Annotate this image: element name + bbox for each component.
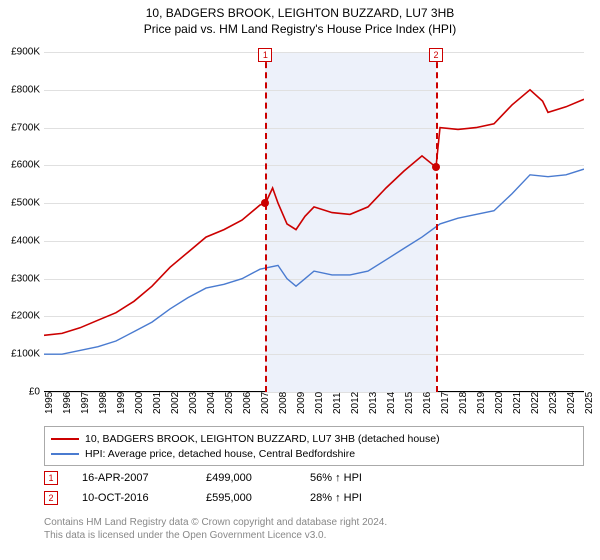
x-axis-label: 2011 (332, 392, 343, 414)
legend-box: 10, BADGERS BROOK, LEIGHTON BUZZARD, LU7… (44, 426, 584, 466)
y-axis-label: £800K (0, 84, 40, 95)
event-marker: 2 (429, 48, 443, 62)
y-axis-label: £200K (0, 311, 40, 322)
y-axis-label: £900K (0, 47, 40, 58)
x-axis-label: 2005 (224, 392, 235, 414)
x-axis-label: 2007 (260, 392, 271, 414)
x-axis-label: 2008 (278, 392, 289, 414)
footer-line: Contains HM Land Registry data © Crown c… (44, 516, 584, 529)
x-axis-label: 2000 (134, 392, 145, 414)
x-axis-label: 2003 (188, 392, 199, 414)
x-axis-label: 2021 (512, 392, 523, 414)
x-axis-label: 2004 (206, 392, 217, 414)
sale-price: £499,000 (206, 472, 286, 484)
footer-attribution: Contains HM Land Registry data © Crown c… (44, 516, 584, 542)
x-axis-label: 2022 (530, 392, 541, 414)
sale-date: 10-OCT-2016 (82, 492, 182, 504)
x-axis-label: 2001 (152, 392, 163, 414)
series-line (44, 169, 584, 354)
x-axis-label: 2013 (368, 392, 379, 414)
x-axis-label: 1996 (62, 392, 73, 414)
x-axis-label: 2006 (242, 392, 253, 414)
x-axis-label: 2020 (494, 392, 505, 414)
x-axis-label: 2023 (548, 392, 559, 414)
x-axis-label: 1998 (98, 392, 109, 414)
x-axis-label: 1995 (44, 392, 55, 414)
sale-delta: 28% ↑ HPI (310, 492, 362, 504)
legend-swatch (51, 438, 79, 440)
chart-container: 10, BADGERS BROOK, LEIGHTON BUZZARD, LU7… (0, 0, 600, 560)
x-axis-label: 2019 (476, 392, 487, 414)
sale-delta: 56% ↑ HPI (310, 472, 362, 484)
y-axis-label: £400K (0, 235, 40, 246)
event-vline (436, 52, 438, 392)
y-axis-label: £700K (0, 122, 40, 133)
y-axis-label: £600K (0, 160, 40, 171)
footer-line: This data is licensed under the Open Gov… (44, 529, 584, 542)
y-axis-label: £0 (0, 387, 40, 398)
x-axis-label: 2018 (458, 392, 469, 414)
legend-row: HPI: Average price, detached house, Cent… (51, 446, 577, 461)
sale-row: 2 10-OCT-2016 £595,000 28% ↑ HPI (44, 488, 584, 508)
x-axis-label: 2024 (566, 392, 577, 414)
event-marker: 1 (258, 48, 272, 62)
x-axis-label: 2010 (314, 392, 325, 414)
y-axis-label: £100K (0, 349, 40, 360)
sale-date: 16-APR-2007 (82, 472, 182, 484)
x-axis-label: 2012 (350, 392, 361, 414)
sales-table: 1 16-APR-2007 £499,000 56% ↑ HPI 2 10-OC… (44, 468, 584, 508)
chart-subtitle: Price paid vs. HM Land Registry's House … (0, 20, 600, 36)
series-line (44, 90, 584, 335)
event-vline (265, 52, 267, 392)
sale-row: 1 16-APR-2007 £499,000 56% ↑ HPI (44, 468, 584, 488)
sale-price: £595,000 (206, 492, 286, 504)
legend-swatch (51, 453, 79, 455)
x-axis-label: 1999 (116, 392, 127, 414)
y-axis-label: £500K (0, 198, 40, 209)
x-axis-label: 2015 (404, 392, 415, 414)
event-dot (432, 163, 440, 171)
sale-marker: 1 (44, 471, 58, 485)
x-axis-label: 2014 (386, 392, 397, 414)
legend-row: 10, BADGERS BROOK, LEIGHTON BUZZARD, LU7… (51, 431, 577, 446)
x-axis-label: 2002 (170, 392, 181, 414)
chart-plot-area: £0£100K£200K£300K£400K£500K£600K£700K£80… (44, 52, 584, 392)
legend-label: HPI: Average price, detached house, Cent… (85, 448, 355, 460)
x-axis-label: 2017 (440, 392, 451, 414)
x-axis-label: 2009 (296, 392, 307, 414)
x-axis-label: 2016 (422, 392, 433, 414)
x-axis-label: 1997 (80, 392, 91, 414)
event-dot (261, 199, 269, 207)
x-axis-label: 2025 (584, 392, 595, 414)
chart-title: 10, BADGERS BROOK, LEIGHTON BUZZARD, LU7… (0, 0, 600, 20)
legend-label: 10, BADGERS BROOK, LEIGHTON BUZZARD, LU7… (85, 433, 440, 445)
sale-marker: 2 (44, 491, 58, 505)
chart-svg (44, 52, 584, 392)
y-axis-label: £300K (0, 273, 40, 284)
